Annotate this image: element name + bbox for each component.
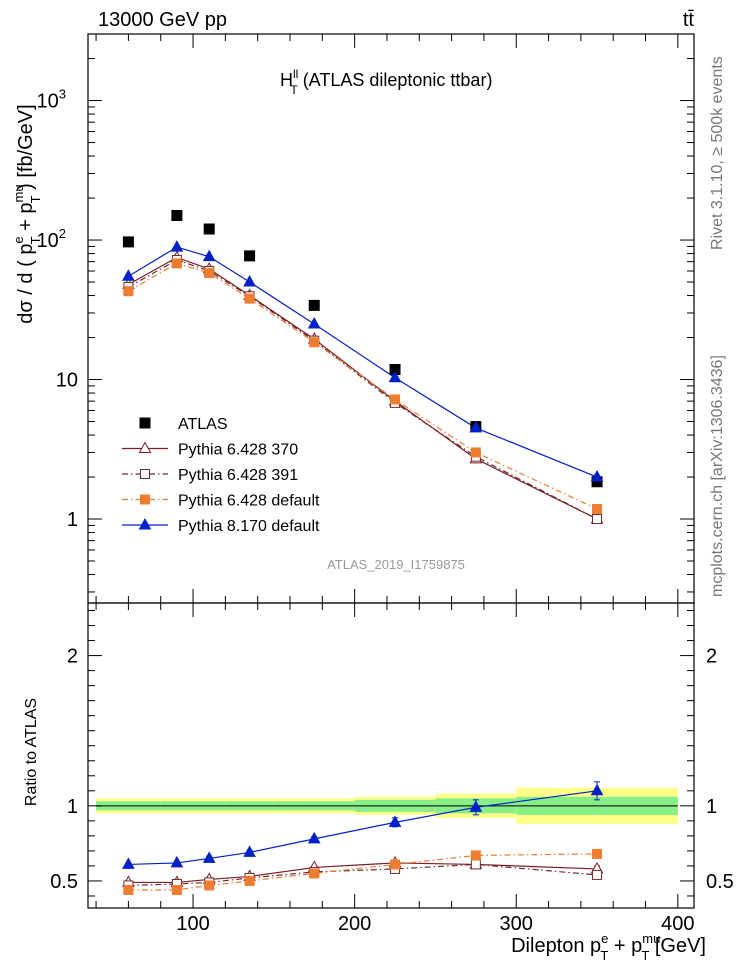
ratio-data-point [388, 815, 402, 827]
data-point [244, 250, 256, 262]
header-energy: 13000 GeV pp [98, 9, 227, 31]
title-symbol: H [280, 70, 293, 90]
ratio-data-point [592, 869, 603, 880]
series-line [128, 256, 598, 520]
title-subscript: T [290, 83, 298, 97]
data-point [592, 514, 603, 525]
mcplots-label: mcplots.cern.ch [arXiv:1306.3436] [709, 355, 726, 597]
x-tick-label: 300 [500, 913, 533, 935]
ratio-y-tick-label-right: 2 [706, 646, 717, 668]
data-point [307, 316, 321, 329]
ratio-data-point [244, 875, 255, 886]
data-point [244, 293, 255, 304]
ratio-data-point [592, 848, 603, 859]
ratio-series-line [128, 863, 598, 887]
rivet-label: Rivet 3.1.10, ≥ 500k events [709, 56, 726, 250]
data-point [204, 268, 215, 279]
ratio-data-point [470, 850, 481, 861]
data-point [171, 209, 183, 221]
data-point [171, 258, 182, 269]
ratio-data-point [122, 857, 135, 869]
data-point [202, 249, 216, 262]
legend-marker [140, 494, 150, 505]
ratio-series-line [128, 853, 598, 891]
data-point [243, 274, 256, 287]
y-tick-label: 1 [67, 509, 78, 531]
ratio-data-point [123, 884, 134, 895]
ratio-y-tick-label-right: 0.5 [706, 871, 734, 893]
ratio-series-line [128, 862, 598, 884]
legend-entry: Pythia 8.170 default [178, 518, 320, 535]
legend-marker [138, 517, 152, 530]
legend-entry: Pythia 6.428 370 [178, 442, 298, 459]
data-point [308, 299, 320, 311]
x-axis-label: Dilepton pe T + pmu T [GeV] [511, 931, 706, 963]
ratio-data-point [590, 783, 604, 796]
data-point [469, 420, 483, 433]
data-point [591, 476, 603, 488]
y-tick-label: 103 [37, 87, 66, 113]
legend-marker [140, 469, 150, 479]
y-tick-label: 102 [37, 226, 66, 252]
data-point [389, 364, 401, 376]
x-tick-label: 200 [338, 913, 371, 935]
legend-entry: ATLAS [178, 416, 228, 433]
ratio-data-point [390, 859, 401, 870]
ratio-y-tick-label: 2 [67, 646, 78, 668]
ratio-data-point [202, 851, 216, 863]
data-point [309, 337, 320, 348]
ratio-data-point [309, 868, 320, 879]
main-y-axis-label: dσ / d ( pe T + pmu T ) [fb/GeV] [11, 104, 43, 323]
data-point [122, 236, 134, 248]
y-tick-label: 10 [56, 370, 78, 392]
ratio-y-tick-label-right: 1 [706, 796, 717, 818]
ratio-data-point [171, 884, 182, 895]
main-plot-panel: Hll T (ATLAS dileptonic ttbar) ATLAS_2019… [11, 33, 695, 604]
title-rest: (ATLAS dileptonic ttbar) [298, 70, 493, 90]
legend-marker [138, 441, 152, 453]
analysis-label: ATLAS_2019_I1759875 [327, 557, 465, 572]
ratio-data-point [204, 880, 215, 891]
legend-entry: Pythia 6.428 default [178, 493, 320, 510]
data-point [390, 394, 401, 405]
data-point [388, 370, 402, 383]
ratio-series-line [128, 790, 598, 866]
data-point [122, 269, 135, 281]
ratio-data-point [243, 845, 256, 857]
data-point [123, 286, 134, 297]
ratio-y-tick-label: 0.5 [50, 871, 78, 893]
data-point [203, 223, 215, 235]
ratio-data-point [470, 859, 481, 870]
data-point [470, 447, 481, 458]
data-point [170, 240, 184, 252]
ratio-data-point [307, 831, 321, 844]
header-process: tt̄ [683, 9, 695, 31]
legend-entry: Pythia 6.428 391 [178, 467, 298, 484]
ratio-y-axis-label: Ratio to ATLAS [23, 698, 40, 806]
x-tick-label: 100 [176, 913, 209, 935]
ratio-y-tick-label: 1 [67, 796, 78, 818]
main-plot-title: Hll T (ATLAS dileptonic ttbar) [280, 67, 492, 97]
ratio-plot-panel: Ratio to ATLAS Dilepton pe T + pmu T [GeV]… [23, 602, 734, 963]
series-line [128, 246, 598, 478]
x-tick-label: 400 [661, 913, 694, 935]
title-superscript: ll [293, 67, 298, 81]
legend-marker [139, 417, 151, 429]
data-point [592, 503, 603, 514]
ratio-plot-frame [87, 602, 695, 909]
ratio-data-point [170, 855, 184, 868]
data-point [590, 469, 604, 482]
ratio-data-point [469, 800, 483, 812]
series-line [128, 259, 598, 520]
series-line [128, 262, 598, 510]
